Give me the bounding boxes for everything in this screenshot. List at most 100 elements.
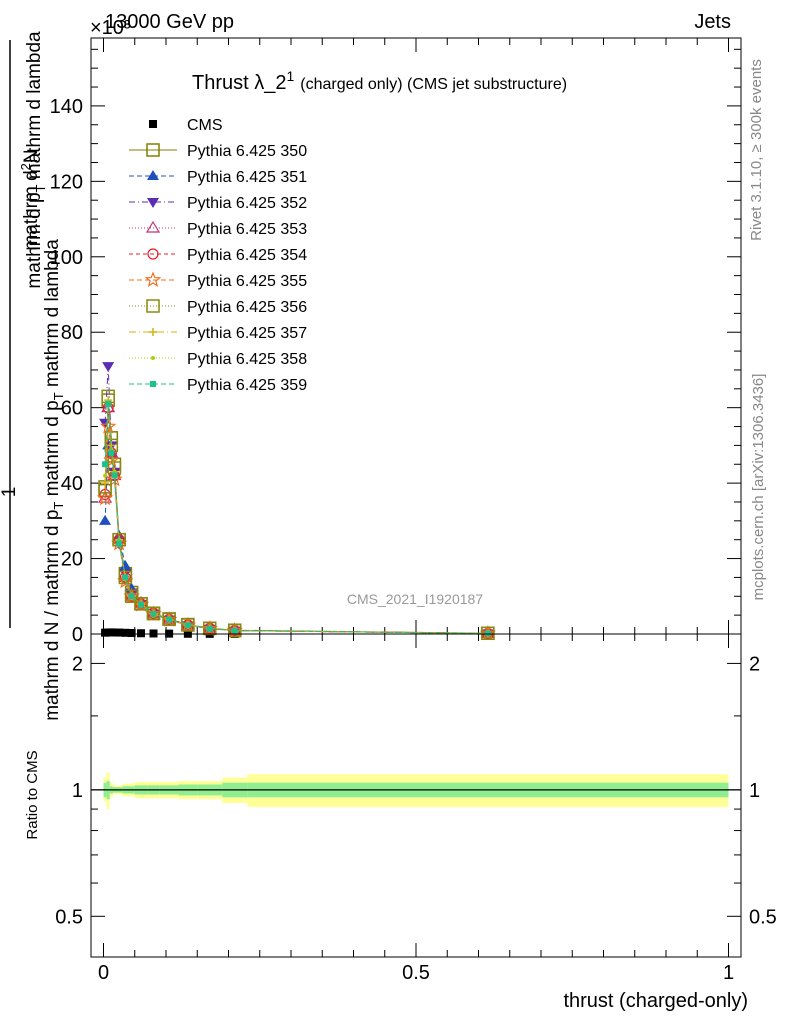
category-label: Jets bbox=[694, 11, 731, 33]
data-point bbox=[111, 472, 118, 479]
series-10 bbox=[102, 400, 491, 637]
data-point bbox=[126, 590, 138, 602]
data-point bbox=[101, 479, 110, 488]
data-point bbox=[206, 625, 213, 632]
x-axis-label: thrust (charged-only) bbox=[563, 990, 748, 1012]
legend-marker bbox=[146, 143, 160, 157]
legend-label: Pythia 6.425 356 bbox=[187, 299, 307, 316]
main-y-tick-label: 60 bbox=[61, 398, 83, 420]
legend-item: Pythia 6.425 354 bbox=[129, 247, 307, 264]
data-point bbox=[105, 400, 112, 407]
y-label-one: 1 bbox=[0, 487, 20, 498]
data-point bbox=[103, 473, 108, 478]
data-point bbox=[146, 606, 161, 621]
legend-marker bbox=[149, 328, 157, 336]
legend: CMS Pythia 6.425 350 Pythia 6.425 351 Pythi… bbox=[129, 117, 307, 394]
data-point bbox=[118, 570, 133, 585]
legend-item: Pythia 6.425 356 bbox=[129, 299, 307, 316]
legend-item: Pythia 6.425 355 bbox=[129, 271, 307, 290]
data-point bbox=[128, 593, 135, 600]
ratio-y-tick-label-right: 1 bbox=[749, 780, 760, 802]
legend-marker bbox=[149, 120, 157, 128]
legend-item: Pythia 6.425 359 bbox=[129, 377, 307, 394]
data-point bbox=[99, 514, 112, 525]
legend-label: Pythia 6.425 357 bbox=[187, 325, 307, 342]
data-point bbox=[122, 574, 129, 581]
legend-item: Pythia 6.425 351 bbox=[129, 169, 307, 186]
series-group bbox=[96, 362, 497, 641]
series-line bbox=[104, 426, 488, 634]
energy-label: 13000 GeV pp bbox=[105, 11, 234, 33]
ratio-plot-area: 0.5 0.51 12 2 0 0.5 1 Ratio to CMS thrust (ch… bbox=[24, 633, 777, 1012]
data-point bbox=[124, 589, 139, 604]
data-point bbox=[110, 534, 128, 551]
legend-item: Pythia 6.425 357 bbox=[129, 325, 307, 342]
data-point bbox=[231, 627, 238, 634]
legend-item: CMS bbox=[149, 117, 223, 134]
data-point bbox=[116, 540, 123, 547]
data-point bbox=[134, 597, 148, 611]
analysis-label: CMS_2021_I1920187 bbox=[347, 591, 483, 607]
exponent-label: ×10³ bbox=[90, 17, 131, 39]
main-y-axis: 0 20 40 60 80 100 120 140 bbox=[50, 48, 741, 646]
legend-marker bbox=[147, 198, 159, 208]
legend-marker bbox=[145, 220, 161, 233]
legend-item: Pythia 6.425 358 bbox=[129, 351, 307, 368]
data-point bbox=[108, 449, 115, 456]
data-point bbox=[117, 572, 134, 589]
legend-item: Pythia 6.425 352 bbox=[129, 195, 307, 212]
y-label-numerator-lower: mathrm d pT mathrm d lambda bbox=[24, 31, 48, 289]
data-point bbox=[149, 629, 158, 638]
data-point bbox=[127, 629, 136, 638]
legend-marker bbox=[147, 248, 159, 260]
legend-item: Pythia 6.425 350 bbox=[129, 143, 307, 160]
legend-marker bbox=[144, 271, 162, 288]
main-y-tick-label: 100 bbox=[50, 247, 83, 269]
legend-marker bbox=[151, 356, 155, 360]
ratio-y-tick-label: 1 bbox=[72, 780, 83, 802]
x-tick-label: 0.5 bbox=[402, 962, 430, 984]
legend-item: Pythia 6.425 353 bbox=[129, 220, 307, 238]
legend-label: Pythia 6.425 353 bbox=[187, 221, 307, 238]
ratio-bands bbox=[103, 772, 729, 810]
data-point bbox=[115, 628, 124, 637]
data-point bbox=[181, 618, 195, 632]
main-y-tick-label: 140 bbox=[50, 96, 83, 118]
legend-label: Pythia 6.425 352 bbox=[187, 195, 307, 212]
data-point bbox=[110, 628, 119, 637]
data-point bbox=[162, 612, 176, 627]
legend-label: CMS bbox=[187, 117, 223, 134]
ratio-y-tick-label: 0.5 bbox=[55, 906, 83, 928]
mcplots-label: mcplots.cern.ch [arXiv:1306.3436] bbox=[750, 374, 767, 601]
data-point bbox=[184, 622, 191, 629]
legend-marker bbox=[146, 299, 160, 313]
data-point bbox=[96, 489, 114, 506]
data-point bbox=[98, 491, 113, 503]
data-point bbox=[102, 362, 115, 373]
legend-label: Pythia 6.425 358 bbox=[187, 351, 307, 368]
series-line bbox=[104, 403, 488, 634]
main-y-tick-label: 0 bbox=[72, 624, 83, 646]
data-point bbox=[166, 616, 173, 623]
x-tick-label: 0 bbox=[98, 962, 109, 984]
data-point bbox=[99, 417, 117, 434]
data-point bbox=[121, 628, 130, 637]
data-point bbox=[137, 629, 145, 638]
ratio-x-axis: 0 0.5 1 bbox=[98, 634, 734, 984]
data-point bbox=[150, 611, 157, 618]
legend-marker bbox=[147, 170, 159, 180]
data-point bbox=[102, 461, 109, 468]
main-plot-area: 0 20 40 60 80 100 120 140 Thrust λ_21 (charged o… bbox=[50, 37, 742, 646]
main-y-label: mathrm d2N 1 mathrm d N / mathrm d pT ma… bbox=[0, 31, 66, 721]
main-y-tick-label: 40 bbox=[61, 473, 83, 495]
main-y-tick-label: 80 bbox=[61, 322, 83, 344]
main-y-tick-label: 20 bbox=[61, 549, 83, 571]
y-label-numerator: mathrm d2N bbox=[18, 149, 42, 250]
legend-marker bbox=[150, 381, 156, 387]
ratio-y-tick-label-right: 2 bbox=[749, 653, 760, 675]
legend-label: Pythia 6.425 351 bbox=[187, 169, 307, 186]
data-point bbox=[119, 560, 132, 571]
legend-label: Pythia 6.425 354 bbox=[187, 247, 307, 264]
data-point bbox=[138, 601, 144, 608]
